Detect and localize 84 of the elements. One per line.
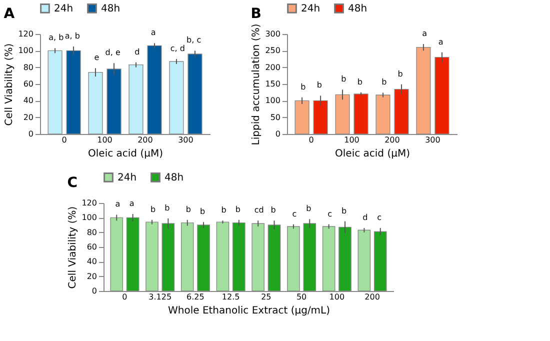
data-label: b — [150, 204, 156, 214]
data-label: b — [398, 69, 403, 78]
y-tick-label: 50 — [270, 112, 280, 122]
x-axis-title: Oleic acid (μM) — [88, 148, 164, 160]
data-label: b — [270, 206, 276, 215]
legend-label: 24h — [301, 3, 320, 14]
data-label: a — [422, 29, 428, 38]
y-axis-title: Cell Viability (%) — [4, 43, 16, 126]
data-label: c, d — [170, 44, 185, 53]
x-tick-label: 6.25 — [186, 292, 204, 302]
x-tick-label: 25 — [261, 292, 272, 302]
chart-title: C — [67, 175, 78, 191]
data-label: d, e — [105, 48, 120, 58]
x-axis-title: Whole Ethanolic Extract (μg/mL) — [168, 306, 330, 316]
x-tick-label: 200 — [384, 136, 400, 144]
x-tick-label: 0 — [62, 136, 67, 144]
x-tick-label: 200 — [138, 136, 153, 144]
data-label: a, b — [48, 33, 64, 42]
y-tick-label: 0 — [28, 130, 34, 138]
data-label: a — [438, 37, 444, 46]
chart-title: A — [4, 6, 15, 22]
data-label: b — [200, 207, 206, 216]
data-label: d — [134, 47, 140, 56]
y-tick-label: 300 — [265, 30, 280, 38]
y-tick-label: 100 — [18, 46, 34, 56]
data-label: a — [115, 200, 120, 209]
data-label: b — [316, 80, 322, 90]
data-label: b — [186, 204, 191, 214]
data-label: d — [362, 212, 368, 222]
y-tick-label: 40 — [86, 257, 97, 266]
data-label: a — [129, 199, 134, 208]
data-label: b — [306, 204, 312, 214]
y-tick-label: 60 — [23, 80, 34, 88]
y-tick-label: 40 — [23, 96, 34, 106]
x-tick-label: 12.5 — [222, 292, 240, 302]
y-tick-label: 20 — [23, 112, 34, 122]
legend-label: 24h — [54, 3, 74, 14]
data-label: c — [377, 212, 382, 222]
x-tick-label: 3.125 — [148, 292, 172, 302]
y-tick-label: 250 — [265, 46, 280, 56]
data-label: b — [300, 82, 306, 92]
data-label: b — [235, 204, 240, 214]
data-label: b — [164, 203, 170, 212]
x-tick-label: 0 — [308, 136, 314, 144]
y-tick-label: 60 — [86, 242, 97, 252]
data-label: b — [341, 206, 347, 216]
x-axis-title: Oleic acid (μM) — [335, 148, 410, 160]
data-label: b — [382, 78, 387, 87]
y-tick-label: 100 — [82, 213, 97, 222]
y-axis-title: Lippid accumulation (%) — [251, 24, 262, 146]
x-tick-label: 200 — [364, 292, 380, 302]
y-tick-label: 80 — [23, 62, 34, 72]
data-label: e — [94, 53, 100, 62]
x-tick-label: 50 — [296, 292, 307, 302]
y-tick-label: 120 — [18, 30, 34, 38]
x-tick-label: 300 — [178, 136, 194, 144]
data-label: cd — [254, 206, 264, 215]
data-label: a — [150, 28, 156, 38]
legend-label: 24h — [118, 172, 137, 184]
data-label: b, c — [186, 36, 202, 45]
legend-label: 48h — [348, 3, 368, 14]
x-tick-label: 100 — [97, 136, 112, 144]
x-tick-label: 0 — [122, 292, 128, 302]
data-label: c — [328, 209, 332, 218]
y-tick-label: 0 — [92, 286, 97, 296]
data-label: c — [292, 209, 297, 218]
y-tick-label: 80 — [86, 228, 97, 237]
y-axis-title: Cell Viability (%) — [68, 206, 79, 289]
data-label: b — [357, 77, 362, 86]
data-label: a, b — [64, 32, 80, 40]
data-label: b — [341, 74, 346, 84]
x-tick-label: 300 — [425, 136, 440, 144]
y-tick-label: 120 — [82, 198, 97, 208]
y-tick-label: 150 — [265, 80, 280, 88]
y-tick-label: 0 — [275, 130, 280, 138]
x-tick-label: 100 — [344, 136, 360, 144]
legend-label: 48h — [164, 172, 184, 184]
x-tick-label: 100 — [329, 292, 345, 302]
y-tick-label: 200 — [265, 62, 280, 72]
chart-title: B — [250, 6, 262, 22]
legend-label: 48h — [101, 3, 120, 14]
data-label: b — [221, 206, 226, 215]
y-tick-label: 20 — [86, 272, 97, 281]
y-tick-label: 100 — [265, 96, 280, 106]
